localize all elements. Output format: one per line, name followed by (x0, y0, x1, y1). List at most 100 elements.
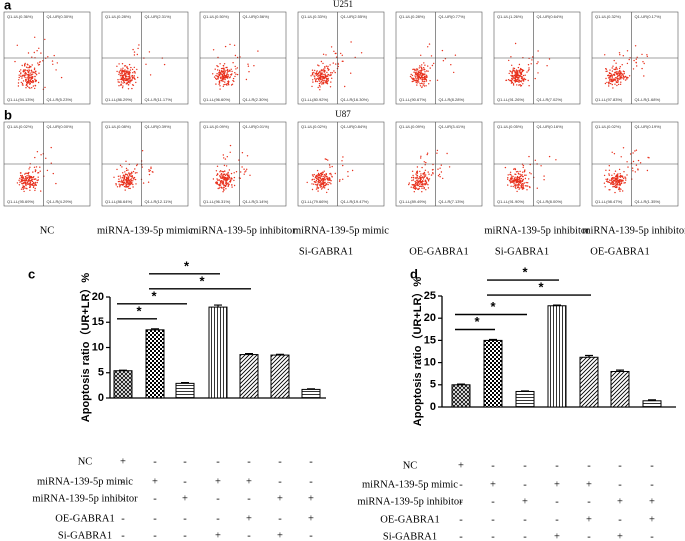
event-dot (509, 182, 512, 184)
event-dot (518, 76, 520, 78)
event-dot (618, 168, 621, 171)
event-dot (20, 73, 22, 75)
event-dot (416, 166, 419, 168)
event-dot (515, 181, 517, 184)
design-sign: + (277, 530, 283, 541)
event-dot (216, 65, 218, 67)
event-dot (324, 73, 326, 75)
event-dot (132, 170, 135, 173)
event-dot (314, 176, 317, 179)
design-sign: + (458, 460, 464, 471)
event-dot (422, 69, 424, 71)
event-dot (238, 159, 240, 161)
design-sign: - (618, 514, 622, 525)
event-dot (231, 70, 233, 73)
event-dot (136, 164, 138, 167)
event-dot (148, 169, 150, 171)
event-dot (615, 72, 617, 74)
design-row-label: Si-GABRA1 (383, 531, 437, 541)
event-dot (24, 72, 26, 75)
event-dot (128, 187, 130, 190)
event-dot (222, 79, 224, 81)
event-dot (219, 171, 221, 173)
event-dot (609, 69, 611, 71)
event-dot (116, 70, 118, 73)
event-dot (517, 176, 519, 179)
event-dot (616, 77, 618, 79)
event-dot (121, 180, 123, 183)
event-dot (119, 70, 122, 72)
event-dot (318, 84, 321, 87)
event-dot (118, 63, 120, 65)
event-dot (611, 78, 613, 81)
event-dot (415, 79, 417, 82)
event-dot (315, 78, 317, 80)
event-dot (222, 178, 225, 180)
event-dot (316, 77, 318, 80)
event-dot (628, 58, 630, 61)
event-dot (29, 83, 31, 86)
quadrant-label: Q1-LR(7.13%) (439, 199, 465, 204)
event-dot (23, 74, 26, 76)
event-dot (215, 170, 218, 172)
event-dot (223, 173, 226, 176)
event-dot (330, 81, 332, 83)
quadrant-label: Q1-LL(86.64%) (105, 199, 133, 204)
event-dot (18, 70, 21, 73)
event-dot (611, 83, 613, 86)
event-dot (426, 76, 428, 79)
event-dot (134, 172, 137, 174)
event-dot (230, 68, 232, 71)
event-dot (31, 56, 33, 58)
event-dot (28, 180, 30, 183)
panel-letter: c (28, 266, 35, 281)
significance-label: * (151, 288, 157, 303)
event-dot (34, 178, 36, 180)
design-sign: - (278, 456, 282, 467)
event-dot (513, 182, 515, 184)
event-dot (611, 151, 613, 153)
event-dot (27, 67, 29, 69)
event-dot (321, 183, 324, 185)
event-dot (536, 187, 538, 189)
event-dot (129, 75, 131, 78)
event-dot (344, 85, 346, 88)
event-dot (117, 79, 119, 81)
event-dot (532, 56, 534, 58)
event-dot (424, 179, 427, 181)
event-dot (510, 185, 512, 187)
event-dot (511, 178, 513, 180)
event-dot (415, 71, 417, 74)
event-dot (22, 69, 25, 71)
event-dot (522, 185, 525, 187)
event-dot (311, 69, 314, 71)
event-dot (525, 174, 527, 176)
event-dot (318, 65, 320, 67)
event-dot (521, 69, 524, 71)
event-dot (425, 182, 428, 184)
event-dot (136, 68, 138, 71)
event-dot (623, 182, 625, 184)
quadrant-label: Q1-LL(91.90%) (497, 199, 525, 204)
event-dot (124, 79, 127, 82)
event-dot (129, 77, 131, 79)
event-dot (25, 84, 28, 86)
event-dot (223, 67, 225, 70)
event-dot (327, 65, 329, 68)
event-dot (120, 184, 122, 186)
event-dot (519, 187, 521, 189)
event-dot (130, 180, 132, 182)
event-dot (325, 65, 328, 67)
event-dot (316, 70, 318, 72)
event-dot (422, 173, 424, 175)
event-dot (623, 72, 625, 75)
event-dot (321, 72, 323, 74)
event-dot (227, 74, 230, 76)
event-dot (319, 184, 322, 186)
event-dot (311, 183, 313, 185)
event-dot (540, 165, 542, 167)
event-dot (224, 170, 226, 172)
event-dot (505, 79, 507, 82)
event-dot (521, 79, 523, 82)
error-bar (181, 381, 189, 384)
